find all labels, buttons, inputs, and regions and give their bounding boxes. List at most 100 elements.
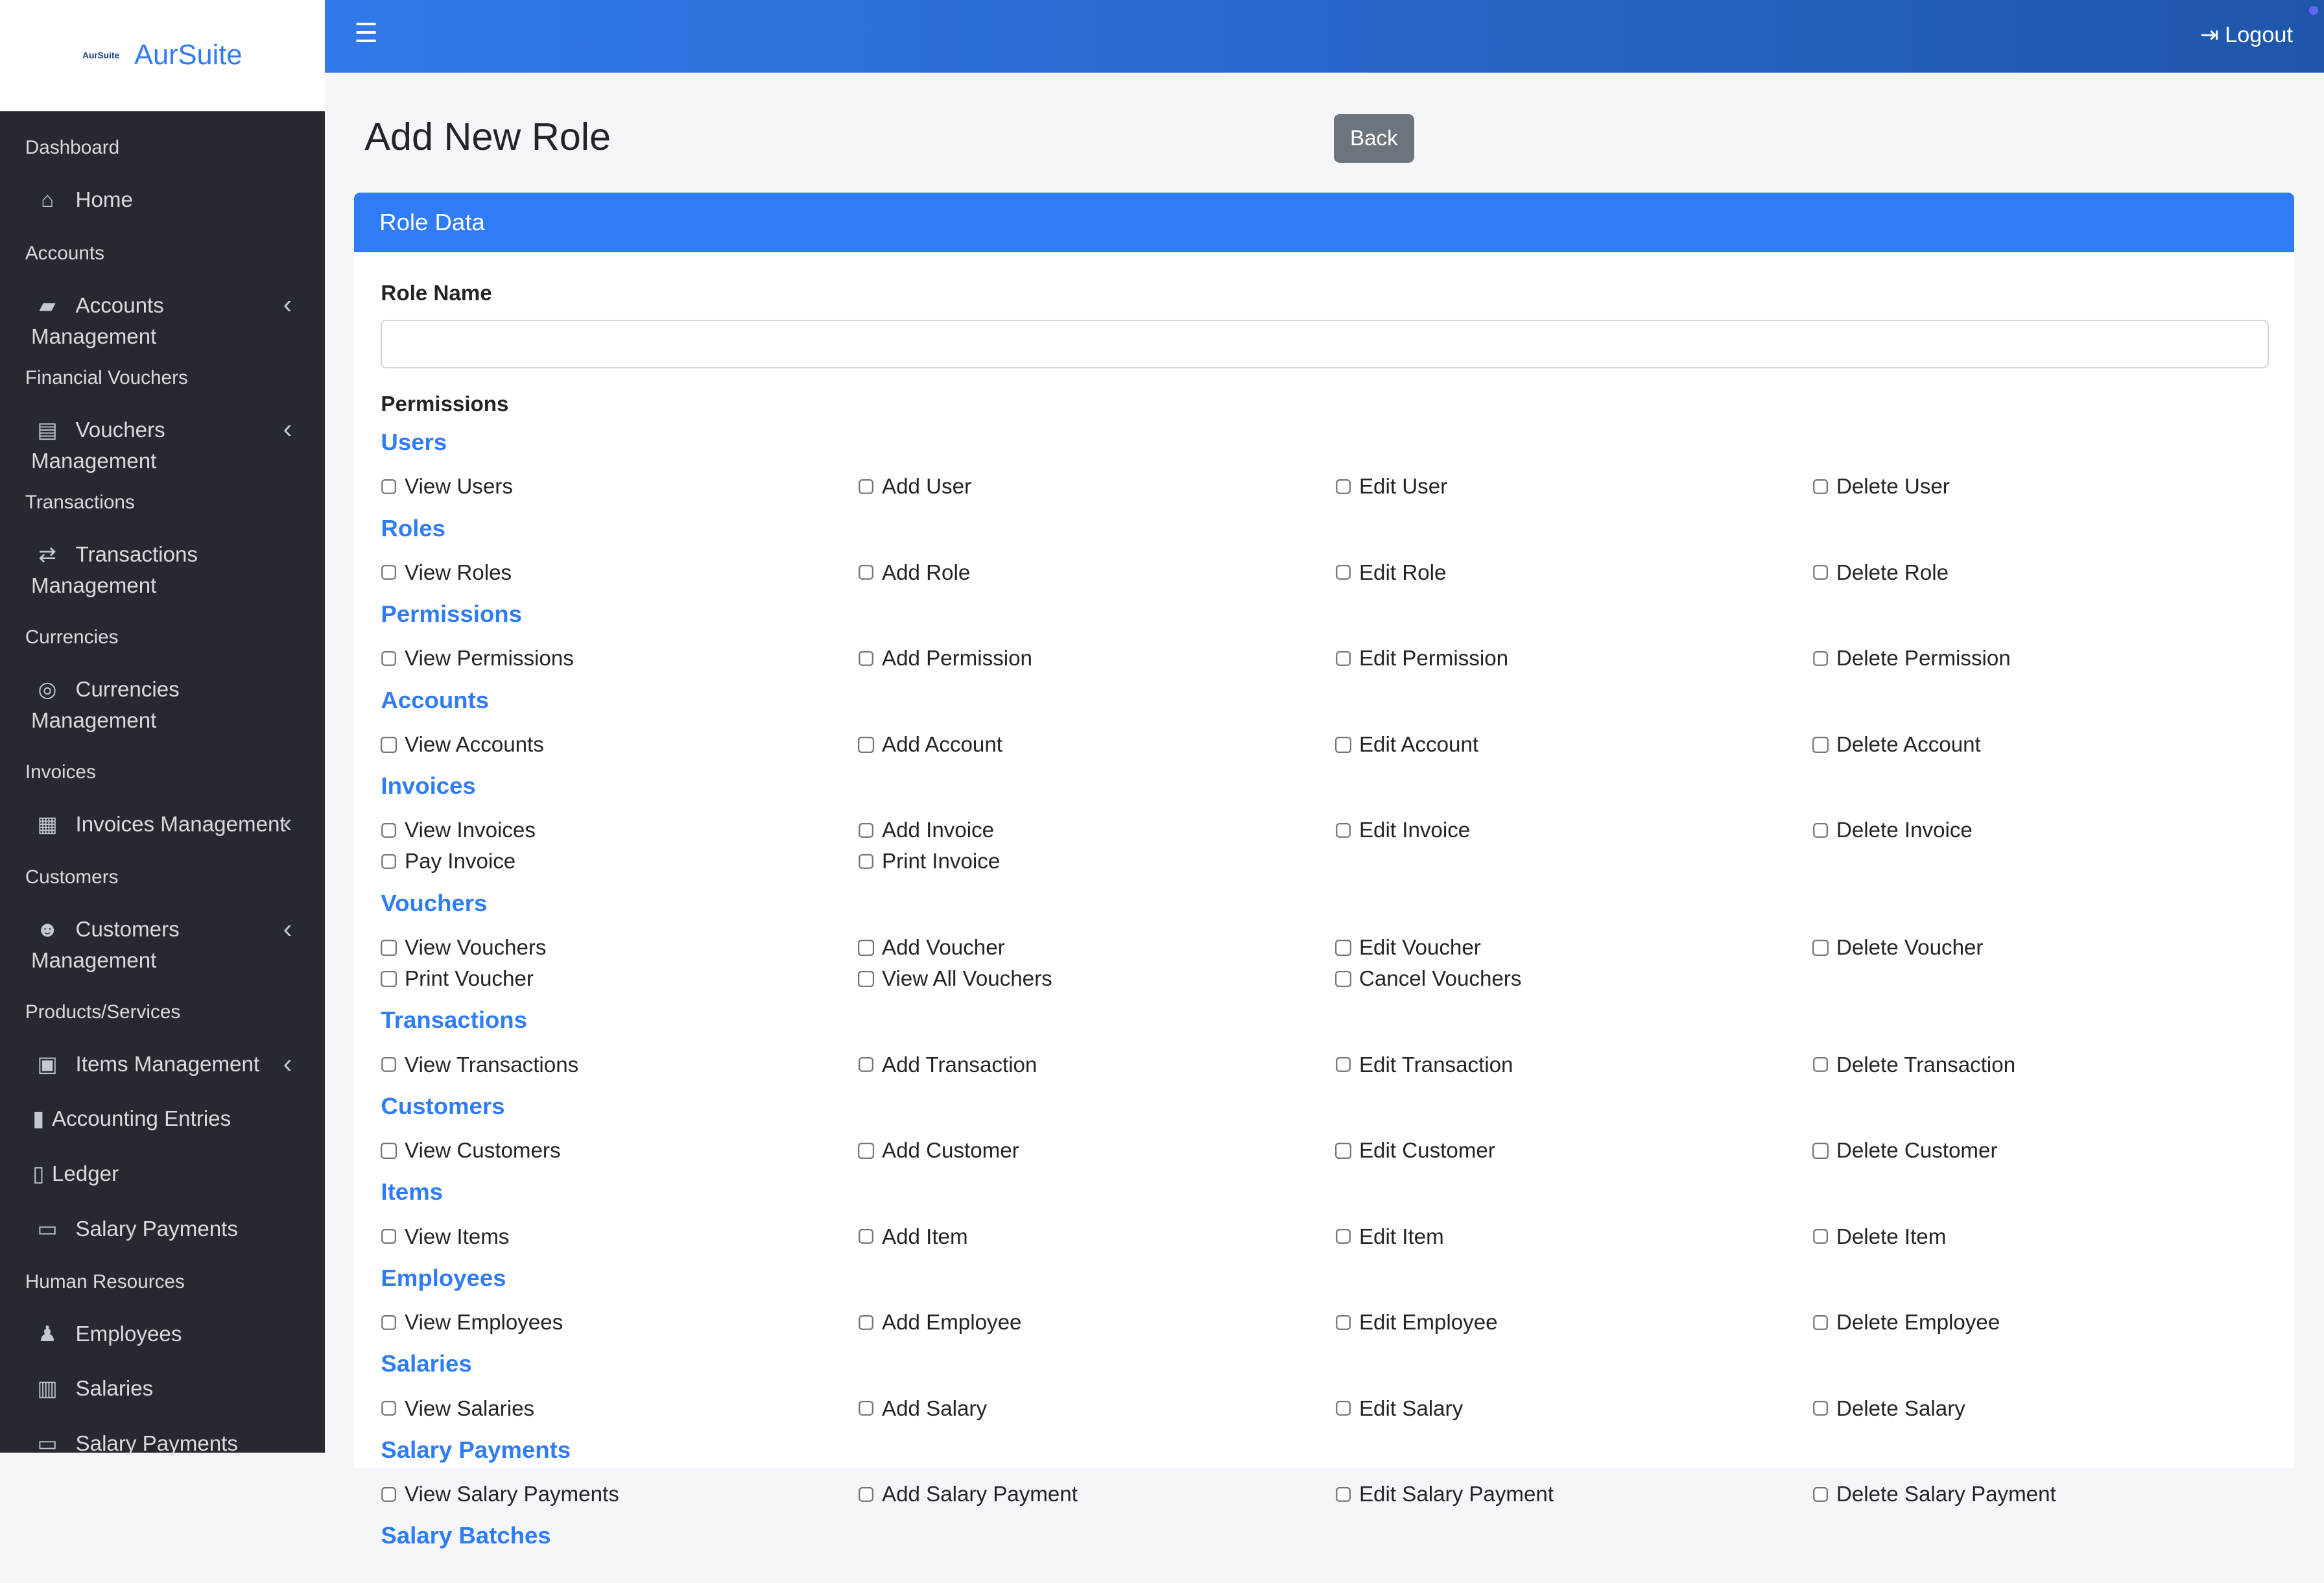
permission-checkbox-edit-invoice[interactable]: Edit Invoice: [1335, 815, 1812, 846]
checkbox[interactable]: [1812, 737, 1829, 754]
permission-checkbox-add-salary[interactable]: Add Salary: [858, 1394, 1335, 1425]
checkbox[interactable]: [1335, 565, 1352, 582]
permission-checkbox-delete-salary-payment[interactable]: Delete Salary Payment: [1812, 1479, 2290, 1510]
sidebar-item-vouchers-management[interactable]: ▤ Vouchers Management ‹: [0, 403, 325, 477]
hamburger-menu-icon[interactable]: ☰: [354, 18, 379, 49]
checkbox[interactable]: [858, 853, 875, 871]
checkbox[interactable]: [381, 1229, 397, 1246]
checkbox[interactable]: [381, 1401, 397, 1418]
permission-checkbox-print-invoice[interactable]: Print Invoice: [858, 846, 1335, 877]
sidebar-item-salary-payments[interactable]: ▭ Salary Payments: [0, 1202, 325, 1257]
sidebar-item-home[interactable]: ⌂ Home: [0, 173, 325, 228]
permission-checkbox-add-account[interactable]: Add Account: [858, 730, 1335, 761]
checkbox[interactable]: [1335, 479, 1352, 495]
sidebar-item-accounts-management[interactable]: ▰ Accounts Management ‹: [0, 278, 325, 352]
checkbox[interactable]: [381, 853, 397, 871]
sidebar-item-employees[interactable]: ♟ Employees: [0, 1307, 325, 1363]
permission-checkbox-add-salary-payment[interactable]: Add Salary Payment: [858, 1479, 1335, 1510]
checkbox[interactable]: [858, 565, 875, 582]
sidebar-item-transactions-management[interactable]: ⇄ Transactions Management: [0, 527, 325, 612]
permission-checkbox-add-voucher[interactable]: Add Voucher: [858, 933, 1335, 964]
checkbox[interactable]: [1812, 565, 1829, 582]
checkbox[interactable]: [1335, 940, 1352, 957]
permission-checkbox-edit-transaction[interactable]: Edit Transaction: [1335, 1050, 1812, 1081]
permission-checkbox-delete-transaction[interactable]: Delete Transaction: [1812, 1050, 2290, 1081]
permission-checkbox-edit-permission[interactable]: Edit Permission: [1335, 643, 1812, 674]
checkbox[interactable]: [1335, 737, 1352, 754]
permission-checkbox-cancel-vouchers[interactable]: Cancel Vouchers: [1335, 964, 1812, 995]
permission-checkbox-edit-employee[interactable]: Edit Employee: [1335, 1307, 1812, 1339]
permission-checkbox-delete-item[interactable]: Delete Item: [1812, 1222, 2290, 1253]
sidebar-item-accounting-entries[interactable]: ▮ Accounting Entries: [0, 1092, 325, 1147]
permission-checkbox-view-invoices[interactable]: View Invoices: [381, 815, 858, 846]
permission-checkbox-delete-voucher[interactable]: Delete Voucher: [1812, 933, 2290, 964]
checkbox[interactable]: [858, 822, 875, 840]
checkbox[interactable]: [381, 1143, 397, 1160]
permission-checkbox-add-user[interactable]: Add User: [858, 471, 1335, 503]
checkbox[interactable]: [858, 737, 875, 754]
checkbox[interactable]: [1335, 1486, 1352, 1503]
permission-checkbox-add-invoice[interactable]: Add Invoice: [858, 815, 1335, 846]
checkbox[interactable]: [1335, 822, 1352, 840]
permission-checkbox-edit-voucher[interactable]: Edit Voucher: [1335, 933, 1812, 964]
checkbox[interactable]: [381, 1486, 397, 1503]
permission-checkbox-view-accounts[interactable]: View Accounts: [381, 730, 858, 761]
permission-checkbox-edit-account[interactable]: Edit Account: [1335, 730, 1812, 761]
permission-checkbox-add-role[interactable]: Add Role: [858, 558, 1335, 589]
checkbox[interactable]: [1812, 1143, 1829, 1160]
permission-checkbox-view-transactions[interactable]: View Transactions: [381, 1050, 858, 1081]
permission-checkbox-edit-role[interactable]: Edit Role: [1335, 558, 1812, 589]
logout-button[interactable]: ⇥ Logout: [2200, 22, 2293, 48]
checkbox[interactable]: [381, 822, 397, 840]
permission-checkbox-delete-role[interactable]: Delete Role: [1812, 558, 2290, 589]
checkbox[interactable]: [381, 940, 397, 957]
checkbox[interactable]: [381, 565, 397, 582]
permission-checkbox-view-employees[interactable]: View Employees: [381, 1307, 858, 1339]
checkbox[interactable]: [858, 940, 875, 957]
sidebar-item-salary-payments[interactable]: ▭ Salary Payments: [0, 1417, 325, 1472]
checkbox[interactable]: [381, 1056, 397, 1074]
checkbox[interactable]: [381, 971, 397, 988]
permission-checkbox-add-permission[interactable]: Add Permission: [858, 643, 1335, 674]
checkbox[interactable]: [1812, 479, 1829, 495]
permission-checkbox-edit-salary[interactable]: Edit Salary: [1335, 1394, 1812, 1425]
checkbox[interactable]: [1335, 650, 1352, 667]
permission-checkbox-delete-salary[interactable]: Delete Salary: [1812, 1394, 2290, 1425]
checkbox[interactable]: [1812, 1056, 1829, 1074]
permission-checkbox-pay-invoice[interactable]: Pay Invoice: [381, 846, 858, 877]
checkbox[interactable]: [1812, 940, 1829, 957]
checkbox[interactable]: [858, 1056, 875, 1074]
permission-checkbox-view-items[interactable]: View Items: [381, 1222, 858, 1253]
permission-checkbox-add-employee[interactable]: Add Employee: [858, 1307, 1335, 1339]
permission-checkbox-edit-salary-payment[interactable]: Edit Salary Payment: [1335, 1479, 1812, 1510]
checkbox[interactable]: [1335, 1229, 1352, 1246]
checkbox[interactable]: [858, 1143, 875, 1160]
permission-checkbox-add-customer[interactable]: Add Customer: [858, 1136, 1335, 1167]
permission-checkbox-view-users[interactable]: View Users: [381, 471, 858, 503]
checkbox[interactable]: [1812, 1315, 1829, 1331]
checkbox[interactable]: [1812, 650, 1829, 667]
checkbox[interactable]: [858, 1401, 875, 1418]
permission-checkbox-view-roles[interactable]: View Roles: [381, 558, 858, 589]
permission-checkbox-add-item[interactable]: Add Item: [858, 1222, 1335, 1253]
permission-checkbox-view-customers[interactable]: View Customers: [381, 1136, 858, 1167]
role-name-input[interactable]: [381, 319, 2270, 369]
permission-checkbox-delete-customer[interactable]: Delete Customer: [1812, 1136, 2290, 1167]
checkbox[interactable]: [1335, 971, 1352, 988]
permission-checkbox-delete-permission[interactable]: Delete Permission: [1812, 643, 2290, 674]
checkbox[interactable]: [1335, 1401, 1352, 1418]
sidebar-item-invoices-management[interactable]: ▦ Invoices Management ‹: [0, 797, 325, 852]
brand[interactable]: AurSuite AurSuite: [0, 0, 325, 113]
checkbox[interactable]: [858, 1229, 875, 1246]
permission-checkbox-delete-employee[interactable]: Delete Employee: [1812, 1307, 2290, 1339]
checkbox[interactable]: [1335, 1056, 1352, 1074]
permission-checkbox-delete-user[interactable]: Delete User: [1812, 471, 2290, 503]
permission-checkbox-print-voucher[interactable]: Print Voucher: [381, 964, 858, 995]
permission-checkbox-view-salary-payments[interactable]: View Salary Payments: [381, 1479, 858, 1510]
permission-checkbox-edit-user[interactable]: Edit User: [1335, 471, 1812, 503]
permission-checkbox-edit-item[interactable]: Edit Item: [1335, 1222, 1812, 1253]
permission-checkbox-delete-invoice[interactable]: Delete Invoice: [1812, 815, 2290, 846]
permission-checkbox-view-all-vouchers[interactable]: View All Vouchers: [858, 964, 1335, 995]
permission-checkbox-view-permissions[interactable]: View Permissions: [381, 643, 858, 674]
checkbox[interactable]: [1812, 1486, 1829, 1503]
